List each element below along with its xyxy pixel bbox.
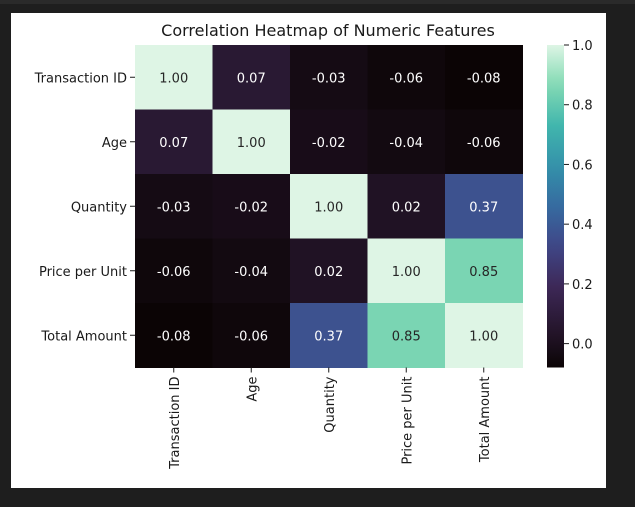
colorbar-tick-label: 0.8: [572, 99, 593, 114]
heatmap-cell: [290, 174, 368, 239]
cell-annotation: 0.02: [392, 200, 421, 215]
heatmap-cell: [445, 45, 523, 110]
cell-annotation: 0.85: [469, 265, 498, 280]
heatmap-cell: [212, 174, 291, 239]
heatmap-cell: [367, 109, 446, 175]
cell-annotation: -0.06: [389, 71, 423, 86]
cell-annotation: 0.07: [159, 136, 188, 151]
heatmap-cell: [290, 238, 368, 304]
cell-annotation: -0.06: [234, 329, 268, 344]
cell-annotation: 1.00: [392, 265, 421, 280]
cell-annotation: 0.07: [237, 71, 266, 86]
column-label: Total Amount: [478, 377, 493, 464]
colorbar-tick-label: 0.6: [572, 158, 593, 173]
colorbar-tick-label: 1.0: [572, 39, 593, 54]
cell-annotation: -0.03: [157, 200, 191, 215]
heatmap-cell: [445, 109, 523, 175]
colorbar: 0.0 0.2 0.4 0.6 0.8 1.0: [547, 39, 593, 368]
column-label: Price per Unit: [400, 377, 415, 465]
row-label: Quantity: [71, 200, 127, 215]
colorbar-tick-label: 0.4: [572, 218, 593, 233]
heatmap-cell: [212, 238, 291, 304]
cell-annotation: 1.00: [314, 200, 343, 215]
row-label: Transaction ID: [34, 71, 127, 86]
heatmap-cell: [367, 174, 446, 239]
heatmap-cell: [445, 303, 523, 368]
cell-annotation: -0.08: [467, 71, 501, 86]
heatmap-cell: [445, 238, 523, 304]
heatmap-cell: [367, 45, 446, 110]
colorbar-gradient: [547, 45, 564, 368]
cell-annotation: -0.03: [312, 71, 346, 86]
column-label: Transaction ID: [168, 377, 183, 470]
heatmap-cell: [135, 238, 213, 304]
column-labels: Transaction ID Age Quantity Price per Unit T…: [168, 367, 493, 470]
heatmap-cells: 1.00 0.07 -0.03 -0.06 -0.08 0.07 1.00 -0.02 -0.0…: [135, 45, 523, 368]
heatmap-cell: [212, 45, 291, 110]
heatmap-cell: [290, 109, 368, 175]
row-label: Price per Unit: [39, 265, 127, 280]
row-labels: Transaction ID Age Quantity Price per Unit T…: [34, 71, 135, 344]
heatmap-cell: [290, 45, 368, 110]
cell-annotation: 0.85: [392, 329, 421, 344]
cell-annotation: -0.06: [157, 265, 191, 280]
heatmap-cell: [367, 303, 446, 368]
cell-annotation: 1.00: [237, 136, 266, 151]
cell-annotation: -0.06: [467, 136, 501, 151]
cell-annotation: -0.04: [234, 265, 268, 280]
cell-annotation: 1.00: [469, 329, 498, 344]
heatmap-cell: [290, 303, 368, 368]
cell-annotation: 0.37: [469, 200, 498, 215]
row-label: Total Amount: [40, 329, 127, 344]
cell-annotation: 1.00: [159, 71, 188, 86]
chart-title: Correlation Heatmap of Numeric Features: [161, 21, 495, 40]
cell-annotation: 0.37: [314, 329, 343, 344]
heatmap-cell: [212, 109, 291, 175]
heatmap-cell: [135, 174, 213, 239]
cell-annotation: -0.04: [389, 136, 423, 151]
colorbar-tick-label: 0.0: [572, 338, 593, 353]
output-top-border: [0, 0, 635, 4]
cell-annotation: -0.08: [157, 329, 191, 344]
column-label: Age: [245, 377, 260, 402]
heatmap-cell: [135, 45, 213, 110]
figure-canvas: Correlation Heatmap of Numeric Features …: [11, 13, 606, 488]
column-label: Quantity: [323, 376, 338, 432]
heatmap-chart: Correlation Heatmap of Numeric Features …: [34, 21, 593, 470]
heatmap-cell: [212, 303, 291, 368]
cell-annotation: 0.02: [314, 265, 343, 280]
heatmap-cell: [135, 109, 213, 175]
heatmap-cell: [367, 238, 446, 304]
row-label: Age: [102, 136, 127, 151]
cell-annotation: -0.02: [312, 136, 346, 151]
cell-annotation: -0.02: [234, 200, 268, 215]
colorbar-tick-label: 0.2: [572, 278, 593, 293]
heatmap-cell: [445, 174, 523, 239]
heatmap-cell: [135, 303, 213, 368]
